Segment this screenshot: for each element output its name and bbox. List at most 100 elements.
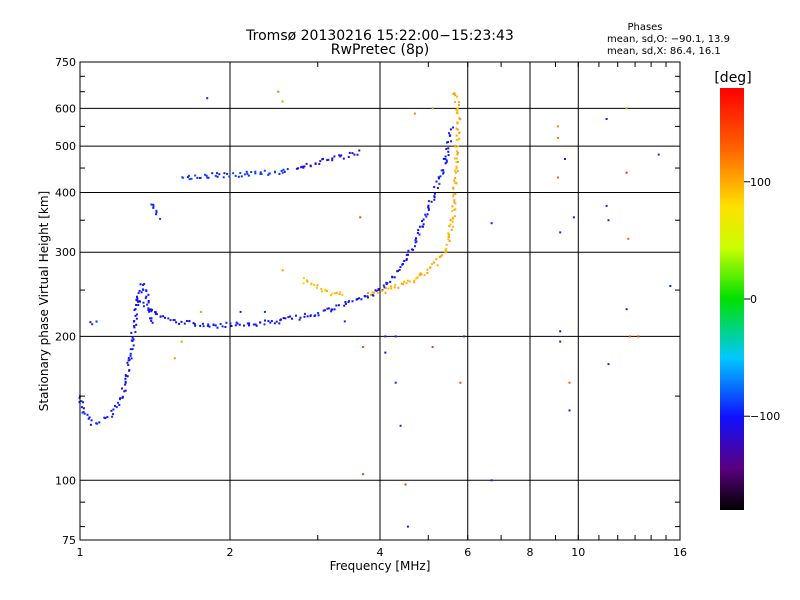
data-point [247, 174, 250, 177]
data-point [206, 176, 209, 179]
data-point [356, 298, 359, 300]
data-point [124, 380, 127, 383]
data-point [442, 171, 445, 174]
data-point [121, 395, 124, 398]
data-point [455, 111, 458, 114]
data-point [426, 268, 429, 271]
data-point [263, 310, 266, 313]
data-point [399, 424, 402, 427]
data-point [397, 286, 400, 289]
data-point [382, 284, 385, 287]
data-point [375, 289, 378, 292]
data-point [367, 296, 369, 299]
x-tick-label: 2 [227, 546, 234, 559]
data-point [439, 255, 442, 258]
data-point [436, 264, 439, 267]
y-tick-label: 400 [55, 186, 76, 199]
data-point [625, 171, 628, 174]
data-point [459, 381, 462, 384]
data-point [89, 321, 92, 324]
data-point [239, 172, 242, 174]
data-point [202, 325, 205, 328]
data-point [243, 324, 245, 327]
data-point [128, 369, 131, 372]
data-point [430, 200, 433, 203]
data-point [187, 174, 190, 177]
data-point [344, 302, 347, 305]
data-point [418, 233, 421, 236]
data-point [254, 170, 257, 173]
data-point [457, 151, 460, 154]
data-point [299, 316, 302, 319]
data-point [556, 125, 559, 128]
data-point [407, 249, 410, 252]
data-point [142, 301, 145, 304]
data-point [406, 525, 409, 528]
data-point [127, 357, 130, 359]
data-point [425, 215, 428, 218]
data-point [186, 176, 189, 179]
data-point [563, 158, 566, 160]
data-point [454, 208, 457, 211]
data-point [445, 159, 448, 162]
data-point [230, 325, 233, 327]
data-point [314, 314, 317, 317]
data-point [572, 216, 575, 219]
data-point [82, 401, 85, 404]
data-point [359, 216, 362, 219]
data-point [449, 128, 452, 131]
data-point [445, 248, 448, 251]
data-point [297, 167, 300, 170]
data-point [142, 283, 145, 286]
data-point [139, 300, 141, 303]
data-point [669, 285, 672, 287]
data-point [406, 279, 409, 282]
data-point [222, 176, 225, 179]
data-point [259, 171, 262, 174]
data-point [418, 274, 421, 277]
data-point [119, 397, 122, 400]
data-point [384, 291, 387, 294]
data-point [143, 283, 146, 285]
data-point [211, 172, 214, 175]
data-point [291, 317, 293, 320]
data-point [394, 381, 397, 384]
data-point [449, 219, 452, 222]
data-point [445, 250, 448, 253]
data-point [447, 238, 450, 241]
data-point [254, 323, 257, 326]
colorbar-ticks: 100 0 −100 [744, 176, 780, 423]
data-point [238, 323, 241, 326]
data-point [447, 235, 450, 238]
data-point [427, 206, 430, 209]
data-point [216, 326, 219, 329]
data-point [303, 315, 306, 318]
data-point [356, 153, 359, 156]
data-point [331, 157, 334, 160]
data-point [441, 254, 444, 257]
data-point [396, 270, 399, 273]
data-point [173, 357, 176, 360]
data-point [414, 239, 417, 242]
data-point [302, 282, 305, 285]
y-axis-label: Stationary phase Virtual Height [km] [37, 191, 51, 411]
data-point [131, 340, 134, 342]
data-point [453, 92, 456, 95]
data-point [310, 283, 313, 286]
data-point [155, 213, 158, 216]
data-point [340, 154, 343, 157]
data-point [331, 308, 334, 311]
data-point [444, 249, 447, 252]
data-point [456, 150, 458, 153]
data-point [196, 176, 199, 179]
colorbar-tick-label: −100 [750, 410, 780, 423]
data-point [154, 312, 157, 315]
data-point [126, 361, 129, 364]
data-point [275, 320, 278, 323]
data-point [456, 139, 459, 141]
data-point [82, 407, 85, 410]
data-point [454, 193, 457, 195]
data-point [380, 289, 383, 292]
data-point [326, 307, 329, 310]
data-point [282, 317, 285, 320]
